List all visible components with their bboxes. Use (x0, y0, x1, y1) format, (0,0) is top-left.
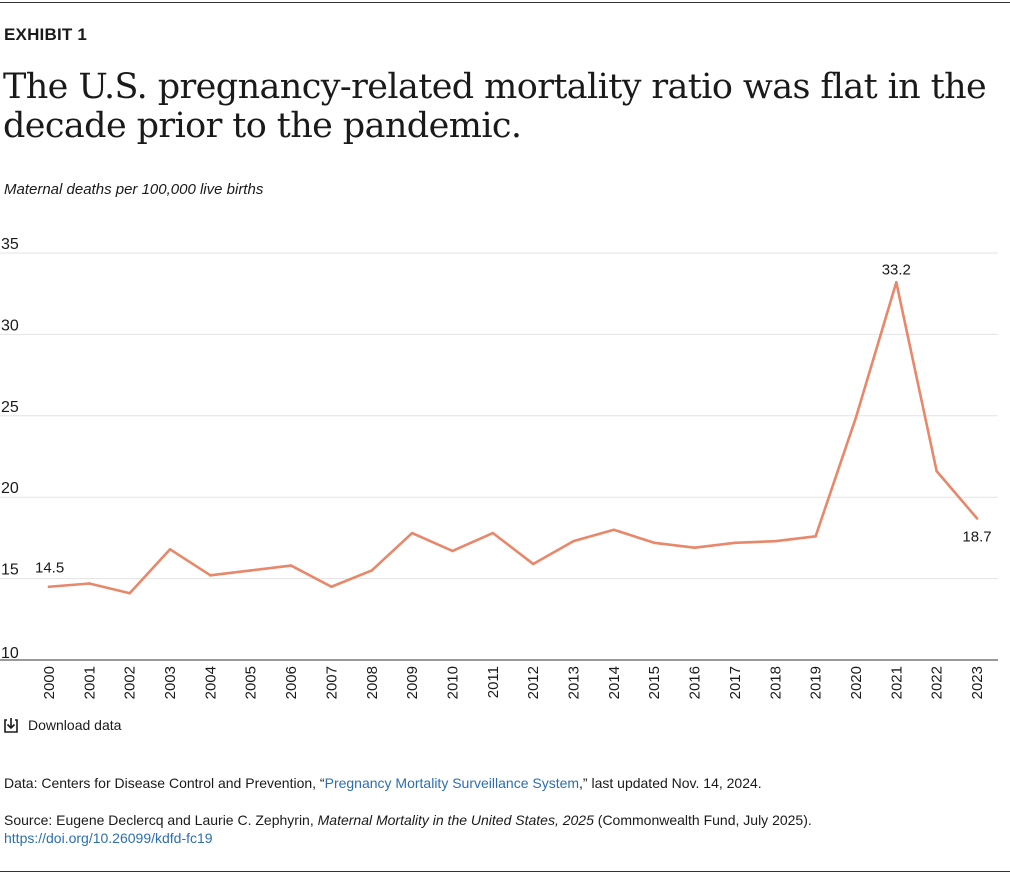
data-point-2005 (249, 569, 253, 572)
x-tick-label-2013: 2013 (566, 666, 583, 699)
y-tick-label-20: 20 (1, 480, 19, 497)
data-point-2002 (128, 591, 131, 595)
data-point-2021 (895, 281, 898, 284)
y-axis-label: Maternal deaths per 100,000 live births (4, 181, 264, 198)
data-point-2015 (652, 541, 656, 545)
y-tick-label-10: 10 (1, 645, 19, 662)
x-tick-label-2001: 2001 (81, 666, 98, 699)
x-tick-label-2010: 2010 (444, 666, 461, 699)
data-point-2001 (88, 582, 91, 585)
data-point-2008 (370, 569, 374, 572)
data-point-2011 (491, 531, 495, 535)
data-point-2004 (209, 574, 212, 577)
x-tick-label-2012: 2012 (525, 666, 542, 699)
x-tick-label-2003: 2003 (162, 666, 179, 699)
y-tick-label-35: 35 (1, 236, 19, 253)
x-tick-label-2005: 2005 (243, 666, 260, 699)
download-data-label: Download data (28, 717, 122, 733)
x-tick-label-2023: 2023 (969, 666, 986, 699)
data-label-2023: 18.7 (962, 528, 991, 545)
x-tick-label-2020: 2020 (848, 666, 865, 699)
y-tick-label-30: 30 (1, 317, 19, 334)
y-tick-label-15: 15 (1, 562, 19, 579)
data-point-2012 (531, 562, 535, 566)
doi-link[interactable]: https://doi.org/10.26099/kdfd-fc19 (4, 830, 213, 846)
series-line-0 (47, 281, 979, 595)
chart-title: The U.S. pregnancy-related mortality rat… (3, 67, 987, 146)
x-tick-label-2011: 2011 (485, 666, 502, 698)
x-tick-label-2002: 2002 (122, 666, 139, 699)
data-point-2000 (47, 585, 51, 589)
source-note-suffix: (Commonwealth Fund, July 2025). (593, 812, 812, 828)
data-label-2021: 33.2 (882, 261, 911, 278)
data-point-2007 (330, 585, 333, 589)
data-point-2014 (612, 528, 616, 532)
data-point-2020 (854, 416, 858, 419)
x-tick-label-2004: 2004 (202, 666, 219, 699)
x-tick-label-2007: 2007 (323, 666, 340, 699)
top-rule (0, 2, 1010, 3)
download-data-button[interactable]: Download data (3, 716, 121, 734)
bottom-rule (0, 871, 1010, 872)
pmss-link[interactable]: Pregnancy Mortality Surveillance System (324, 775, 580, 791)
data-point-2016 (693, 546, 696, 549)
data-point-2003 (168, 547, 172, 551)
x-tick-label-2015: 2015 (646, 666, 663, 699)
data-point-2022 (935, 469, 938, 473)
data-note-prefix: Data: Centers for Disease Control and Pr… (4, 775, 325, 791)
x-tick-label-2016: 2016 (687, 666, 704, 699)
x-tick-label-2008: 2008 (364, 666, 381, 699)
data-note: Data: Centers for Disease Control and Pr… (4, 774, 762, 792)
source-note: Source: Eugene Declercq and Laurie C. Ze… (4, 811, 812, 847)
data-note-suffix: ,” last updated Nov. 14, 2024. (579, 775, 762, 791)
x-tick-label-2000: 2000 (41, 666, 58, 699)
source-note-prefix: Source: Eugene Declercq and Laurie C. Ze… (4, 812, 318, 828)
data-point-2010 (451, 549, 454, 553)
data-label-2000: 14.5 (35, 560, 64, 577)
data-point-2017 (733, 541, 737, 545)
data-point-2019 (814, 534, 817, 538)
data-point-2006 (289, 564, 293, 567)
x-tick-label-2018: 2018 (767, 666, 784, 699)
exhibit-label: EXHIBIT 1 (4, 25, 88, 44)
data-point-2018 (773, 539, 777, 543)
source-report-title: Maternal Mortality in the United States,… (317, 812, 594, 828)
x-tick-label-2006: 2006 (283, 666, 300, 699)
download-icon (4, 718, 18, 733)
x-tick-label-2019: 2019 (808, 666, 825, 699)
x-tick-label-2009: 2009 (404, 666, 421, 699)
y-tick-label-25: 25 (1, 399, 19, 416)
x-tick-label-2014: 2014 (606, 666, 623, 699)
x-tick-label-2022: 2022 (929, 666, 946, 699)
data-point-2023 (975, 517, 979, 520)
data-point-2009 (410, 531, 414, 535)
data-point-2013 (572, 539, 575, 543)
x-tick-label-2021: 2021 (888, 666, 905, 699)
x-tick-label-2017: 2017 (727, 666, 744, 699)
